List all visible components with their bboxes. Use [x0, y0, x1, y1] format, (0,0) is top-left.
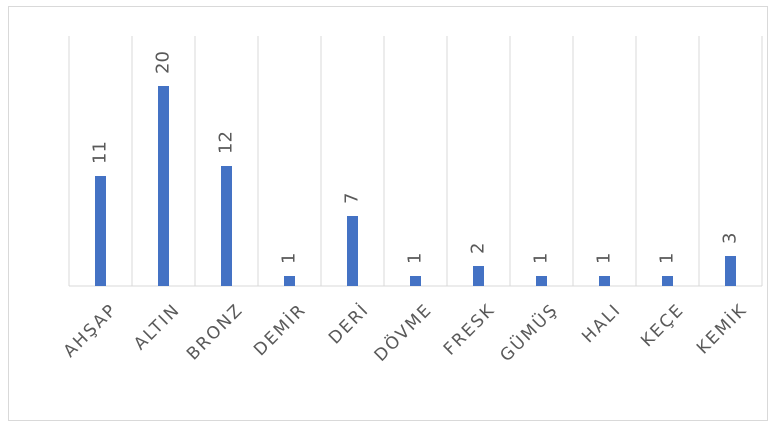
value-label: 12 [216, 131, 237, 154]
category-label: KEMİK [692, 299, 751, 358]
bar-11 [725, 256, 736, 286]
category-label: FRESK [440, 300, 500, 360]
bar-6 [410, 276, 421, 286]
category-label: DÖVME [369, 298, 436, 365]
bars [95, 86, 736, 286]
value-label: 1 [657, 253, 678, 264]
value-label: 20 [153, 51, 174, 74]
bar-9 [599, 276, 610, 286]
bar-3 [221, 166, 232, 286]
bar-10 [662, 276, 673, 286]
bar-5 [347, 216, 358, 286]
gridlines [68, 36, 763, 286]
bar-2 [158, 86, 169, 286]
value-label: 11 [90, 141, 111, 164]
value-label: 7 [342, 193, 363, 204]
bar-8 [536, 276, 547, 286]
bar-7 [473, 266, 484, 286]
category-label: GÜMÜŞ [495, 298, 563, 366]
value-label: 3 [720, 233, 741, 244]
bar-4 [284, 276, 295, 286]
value-label: 1 [405, 253, 426, 264]
category-label: AHŞAP [60, 300, 122, 362]
category-label: HALI [578, 300, 625, 347]
value-label: 1 [594, 253, 615, 264]
category-label: DERİ [324, 299, 373, 348]
value-label: 1 [279, 253, 300, 264]
chart-frame [8, 6, 768, 421]
category-label: ALTIN [130, 300, 184, 354]
value-label: 2 [468, 243, 489, 254]
value-label: 1 [531, 253, 552, 264]
category-label: DEMİR [249, 299, 310, 360]
bar-1 [95, 176, 106, 286]
category-label: KEÇE [637, 300, 688, 351]
category-label: BRONZ [183, 300, 248, 365]
